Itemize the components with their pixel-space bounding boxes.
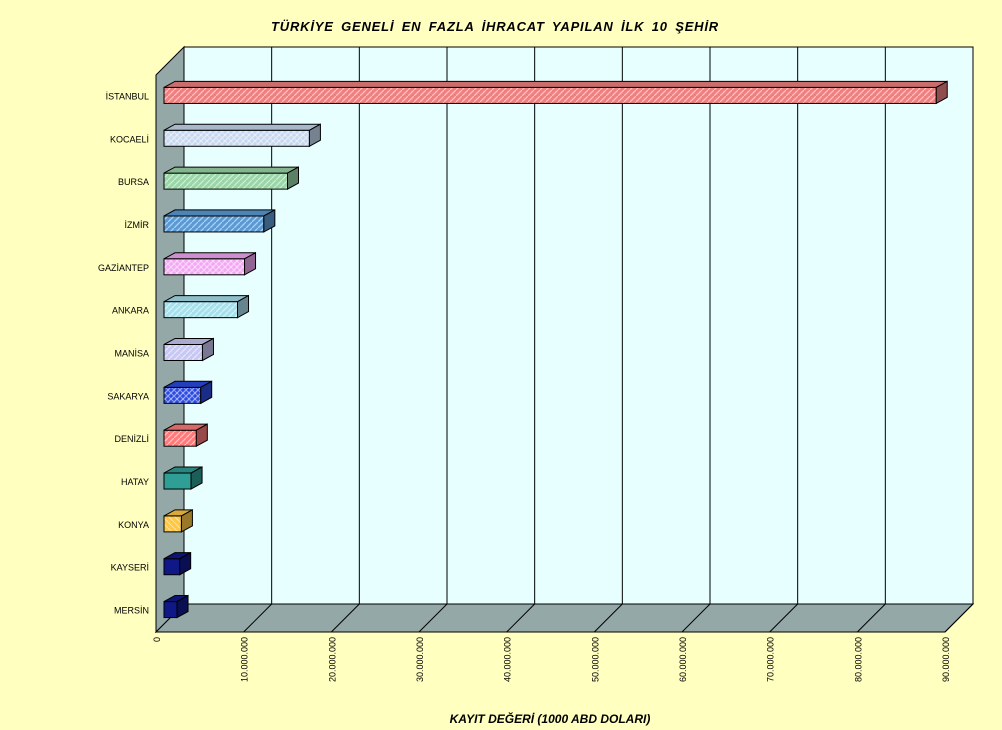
bar-top [163, 252, 256, 260]
x-tick-label: 60.000.000 [678, 637, 688, 682]
bar-front [163, 558, 181, 576]
gridline-floor [506, 603, 536, 633]
bar-side [287, 166, 299, 190]
bar-top [163, 166, 299, 174]
bar-front [163, 86, 937, 104]
category-label: SAKARYA [107, 391, 149, 401]
gridline-floor [769, 603, 799, 633]
bar-front [163, 515, 182, 533]
category-label: İZMİR [125, 220, 150, 230]
category-label: KONYA [118, 520, 149, 530]
x-tick-label: 70.000.000 [766, 637, 776, 682]
chart-title: TÜRKİYE GENELİ EN FAZLA İHRACAT YAPILAN … [271, 19, 719, 34]
bar-front [163, 301, 239, 319]
bar-side [935, 80, 948, 105]
x-tick-label: 30.000.000 [415, 637, 425, 682]
bar-side [308, 123, 321, 148]
x-axis-labels: 0 10.000.000 20.000.000 30.000.000 40.000.00… [152, 637, 951, 682]
bar-top [163, 80, 948, 88]
category-label: KAYSERİ [111, 563, 149, 573]
bar [163, 551, 192, 576]
chart-bars [163, 80, 948, 619]
bar [163, 508, 193, 533]
floor [154, 603, 975, 633]
gridline-floor [330, 603, 360, 633]
bar-front [163, 429, 197, 447]
bar [163, 166, 299, 190]
bar [163, 209, 276, 233]
x-tick-label: 80.000.000 [853, 637, 863, 682]
x-axis-title: KAYIT DEĞERİ (1000 ABD DOLARI) [449, 712, 651, 726]
bar-top [163, 295, 249, 303]
bar [163, 594, 189, 619]
bar-front [163, 472, 192, 490]
bar-side [180, 508, 193, 533]
gridline-floor [593, 603, 623, 633]
bar-side [237, 294, 250, 319]
x-tick-label: 20.000.000 [327, 637, 337, 682]
bar-side [176, 594, 189, 619]
bar-front [163, 601, 178, 619]
bar-side [190, 466, 203, 490]
bar [163, 251, 257, 276]
category-label: GAZİANTEP [98, 263, 149, 273]
category-label: KOCAELİ [110, 134, 149, 144]
gridline-floor [944, 603, 974, 633]
bar [163, 466, 203, 490]
bar-front [163, 344, 203, 361]
category-label: DENİZLİ [114, 434, 149, 444]
bar-side [263, 209, 276, 233]
bar-top [163, 209, 276, 217]
x-tick-label: 90.000.000 [941, 637, 951, 682]
bar [163, 80, 948, 105]
bar [163, 123, 321, 148]
chart-walls [154, 45, 975, 634]
category-label: MANİSA [114, 349, 149, 359]
bar-front [163, 129, 310, 147]
category-label: MERSİN [114, 606, 149, 616]
y-axis-labels: İSTANBUL KOCAELİ BURSA İZMİR GAZİANTEP ANKARA… [98, 91, 150, 615]
category-label: İSTANBUL [106, 91, 149, 101]
x-tick-label: 10.000.000 [240, 637, 250, 682]
bar-side [195, 423, 208, 448]
gridline-floor [681, 603, 711, 633]
x-tick-label: 50.000.000 [590, 637, 600, 682]
x-tick-label: 40.000.000 [503, 637, 513, 682]
bar [163, 337, 214, 362]
bar-front [163, 215, 265, 233]
category-label: BURSA [118, 177, 149, 187]
gridline-floor [856, 603, 886, 633]
bar-front [163, 386, 202, 404]
category-label: ANKARA [112, 306, 149, 316]
chart-gridlines [243, 47, 974, 633]
bar [163, 294, 250, 319]
bar-front [163, 258, 246, 276]
category-label: HATAY [121, 477, 149, 487]
bar-front [163, 172, 288, 190]
x-tick-label: 0 [152, 637, 162, 642]
gridline-floor [418, 603, 448, 633]
bar-top [163, 123, 321, 131]
bar [163, 380, 213, 405]
bar-side [200, 380, 213, 405]
bar [163, 423, 208, 448]
bar-side [244, 251, 257, 276]
bar-side [179, 551, 192, 576]
gridline-floor [243, 603, 273, 633]
bar-side [201, 337, 214, 362]
